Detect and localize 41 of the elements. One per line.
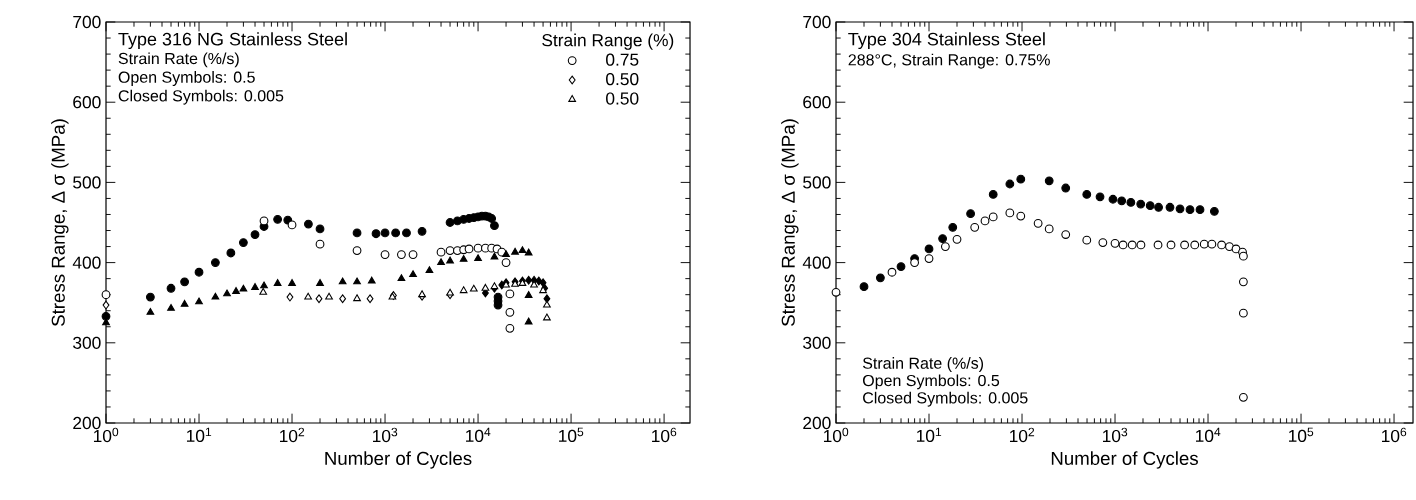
text: Type 304 Stainless Steel [848, 32, 1045, 50]
x-tick-label: 10$^{5}$ [559, 427, 584, 443]
x-tick-label: 10$^{1}$ [186, 427, 212, 443]
x-tick-label: 10$^{1}$ [916, 427, 942, 443]
annotation: Open Symbols: 0.5 [863, 374, 1000, 390]
annotation: Open Symbols: 0.5 [118, 71, 255, 86]
y-tick-label: 600 [803, 96, 831, 109]
x-axis-title: Number of Cycles [1051, 451, 1198, 469]
annotation: Strain Rate (%/s) [862, 357, 984, 373]
x-tick-label: 10$^{2}$ [280, 427, 305, 443]
annotation: Closed Symbols: 0.005 [863, 391, 1028, 407]
y-tick-label: 700 [803, 15, 831, 29]
x-tick-label: 10$^{3}$ [1102, 427, 1128, 443]
legend-label: 0.75 [606, 53, 639, 66]
x-tick-label: 10$^{6}$ [652, 427, 677, 443]
y-tick-label: 300 [803, 336, 831, 349]
y-tick-label: 500 [803, 176, 831, 189]
text: 288°C, Strain Range: 0.75% [848, 53, 1050, 69]
x-tick-label: 10$^{4}$ [466, 427, 491, 443]
legend-label: 0.50 [606, 92, 639, 105]
y-tick-label: 400 [802, 256, 831, 269]
annotation: Closed Symbols: 0.005 [118, 89, 284, 105]
legend-title: Strain Range (%) [542, 33, 674, 50]
legend-label: 0.50 [606, 72, 639, 86]
x-tick-label: 10$^{5}$ [1289, 427, 1314, 443]
y-tick-label: 700 [73, 15, 101, 29]
x-tick-label: 10$^{6}$ [1382, 427, 1407, 443]
y-tick-label: 200 [73, 416, 101, 430]
y-tick-label: 300 [73, 336, 101, 349]
x-tick-label: 10$^{3}$ [373, 427, 398, 443]
y-axis-title: Stress Range, Δ σ (MPa) [781, 119, 799, 326]
y-axis-title: Stress Range, Δ σ (MPa) [51, 119, 69, 326]
y-tick-label: 500 [73, 176, 101, 189]
y-tick-label: 400 [72, 256, 101, 269]
x-axis-title: Number of Cycles [325, 451, 472, 469]
x-tick-label: 10$^{4}$ [1196, 427, 1221, 443]
annotation: Strain Rate (%/s) [118, 52, 239, 68]
y-tick-label: 600 [73, 96, 101, 109]
x-tick-label: 10$^{2}$ [1009, 427, 1035, 443]
text: Type 316 NG Stainless Steel [118, 32, 347, 50]
y-tick-label: 200 [803, 416, 831, 430]
